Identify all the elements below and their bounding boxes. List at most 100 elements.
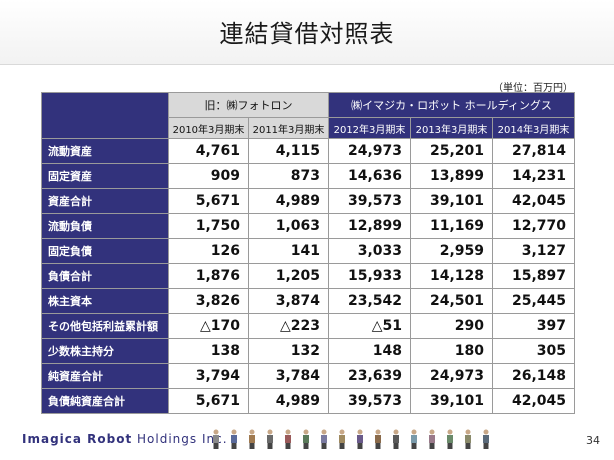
person-icon bbox=[465, 429, 471, 449]
balance-sheet-table: 旧：㈱フォトロン ㈱イマジカ・ロボット ホールディングス 2010年3月期末 2… bbox=[41, 92, 576, 414]
value-cell: 13,899 bbox=[410, 163, 493, 189]
corner-cell bbox=[41, 92, 169, 139]
table-row: 流動資産 4,761 4,115 24,973 25,201 27,814 bbox=[41, 138, 576, 164]
row-label: 株主資本 bbox=[41, 288, 169, 314]
value-cell: 141 bbox=[248, 238, 329, 264]
table-row: 流動負債 1,750 1,063 12,899 11,169 12,770 bbox=[41, 213, 576, 239]
value-cell: 25,201 bbox=[410, 138, 493, 164]
value-cell: 23,639 bbox=[328, 363, 411, 389]
table-row: 固定資産 909 873 14,636 13,899 14,231 bbox=[41, 163, 576, 189]
value-cell: 5,671 bbox=[168, 188, 249, 214]
page-number: 34 bbox=[586, 434, 600, 447]
title-band: 連結貸借対照表 bbox=[0, 0, 614, 65]
unit-note: （単位：百万円） bbox=[493, 83, 573, 94]
table-row: 少数株主持分 138 132 148 180 305 bbox=[41, 338, 576, 364]
value-cell: 15,897 bbox=[491, 263, 576, 289]
period-header: 2013年3月期末 bbox=[410, 117, 493, 139]
value-cell: 2,959 bbox=[410, 238, 493, 264]
value-cell: 39,101 bbox=[410, 388, 493, 414]
period-header: 2011年3月期末 bbox=[248, 117, 329, 139]
value-cell: 39,573 bbox=[328, 388, 411, 414]
people-silhouettes-icon bbox=[213, 429, 489, 449]
company-logo: Imagica Robot Holdings Inc. bbox=[22, 432, 228, 446]
value-cell: 3,874 bbox=[248, 288, 329, 314]
value-cell: △223 bbox=[248, 313, 329, 339]
value-cell: 11,169 bbox=[410, 213, 493, 239]
value-cell: 3,127 bbox=[491, 238, 576, 264]
value-cell: 873 bbox=[248, 163, 329, 189]
person-icon bbox=[267, 429, 273, 449]
person-icon bbox=[321, 429, 327, 449]
person-icon bbox=[447, 429, 453, 449]
person-icon bbox=[429, 429, 435, 449]
value-cell: 26,148 bbox=[491, 363, 576, 389]
row-label: その他包括利益累計額 bbox=[41, 313, 169, 339]
value-cell: 24,501 bbox=[410, 288, 493, 314]
value-cell: 14,636 bbox=[328, 163, 411, 189]
value-cell: 5,671 bbox=[168, 388, 249, 414]
value-cell: 180 bbox=[410, 338, 493, 364]
row-label: 純資産合計 bbox=[41, 363, 169, 389]
value-cell: 14,231 bbox=[491, 163, 576, 189]
period-header: 2012年3月期末 bbox=[328, 117, 411, 139]
person-icon bbox=[375, 429, 381, 449]
value-cell: 12,770 bbox=[491, 213, 576, 239]
group-header-row: 旧：㈱フォトロン ㈱イマジカ・ロボット ホールディングス bbox=[41, 92, 576, 139]
value-cell: 126 bbox=[168, 238, 249, 264]
value-cell: 42,045 bbox=[491, 388, 576, 414]
table-row: 負債合計 1,876 1,205 15,933 14,128 15,897 bbox=[41, 263, 576, 289]
period-header: 2010年3月期末 bbox=[168, 117, 249, 139]
value-cell: 15,933 bbox=[328, 263, 411, 289]
row-label: 少数株主持分 bbox=[41, 338, 169, 364]
value-cell: 39,573 bbox=[328, 188, 411, 214]
person-icon bbox=[357, 429, 363, 449]
period-header: 2014年3月期末 bbox=[491, 117, 576, 139]
row-label: 負債純資産合計 bbox=[41, 388, 169, 414]
row-label: 流動負債 bbox=[41, 213, 169, 239]
value-cell: 39,101 bbox=[410, 188, 493, 214]
value-cell: 4,989 bbox=[248, 388, 329, 414]
value-cell: 397 bbox=[491, 313, 576, 339]
person-icon bbox=[339, 429, 345, 449]
table-row: 株主資本 3,826 3,874 23,542 24,501 25,445 bbox=[41, 288, 576, 314]
value-cell: 3,794 bbox=[168, 363, 249, 389]
person-icon bbox=[231, 429, 237, 449]
row-label: 負債合計 bbox=[41, 263, 169, 289]
table-row: 固定負債 126 141 3,033 2,959 3,127 bbox=[41, 238, 576, 264]
value-cell: 1,205 bbox=[248, 263, 329, 289]
value-cell: 24,973 bbox=[410, 363, 493, 389]
table-row: 純資産合計 3,794 3,784 23,639 24,973 26,148 bbox=[41, 363, 576, 389]
table-row: その他包括利益累計額 △170 △223 △51 290 397 bbox=[41, 313, 576, 339]
value-cell: 132 bbox=[248, 338, 329, 364]
value-cell: 42,045 bbox=[491, 188, 576, 214]
value-cell: 138 bbox=[168, 338, 249, 364]
value-cell: 909 bbox=[168, 163, 249, 189]
group-header-old: 旧：㈱フォトロン bbox=[168, 92, 329, 118]
value-cell: 305 bbox=[491, 338, 576, 364]
value-cell: △170 bbox=[168, 313, 249, 339]
value-cell: 148 bbox=[328, 338, 411, 364]
value-cell: 12,899 bbox=[328, 213, 411, 239]
person-icon bbox=[483, 429, 489, 449]
logo-text-light: Holdings Inc. bbox=[132, 432, 228, 446]
table-row: 負債純資産合計 5,671 4,989 39,573 39,101 42,045 bbox=[41, 388, 576, 414]
value-cell: △51 bbox=[328, 313, 411, 339]
person-icon bbox=[213, 429, 219, 449]
value-cell: 1,876 bbox=[168, 263, 249, 289]
logo-text-bold: Imagica Robot bbox=[22, 432, 133, 446]
table-row: 資産合計 5,671 4,989 39,573 39,101 42,045 bbox=[41, 188, 576, 214]
value-cell: 27,814 bbox=[491, 138, 576, 164]
row-label: 流動資産 bbox=[41, 138, 169, 164]
row-label: 資産合計 bbox=[41, 188, 169, 214]
person-icon bbox=[393, 429, 399, 449]
group-header-new: ㈱イマジカ・ロボット ホールディングス bbox=[327, 92, 576, 118]
value-cell: 25,445 bbox=[491, 288, 576, 314]
value-cell: 290 bbox=[410, 313, 493, 339]
slide-title: 連結貸借対照表 bbox=[219, 20, 395, 48]
person-icon bbox=[303, 429, 309, 449]
person-icon bbox=[285, 429, 291, 449]
person-icon bbox=[249, 429, 255, 449]
value-cell: 4,761 bbox=[168, 138, 249, 164]
person-icon bbox=[411, 429, 417, 449]
value-cell: 3,033 bbox=[328, 238, 411, 264]
